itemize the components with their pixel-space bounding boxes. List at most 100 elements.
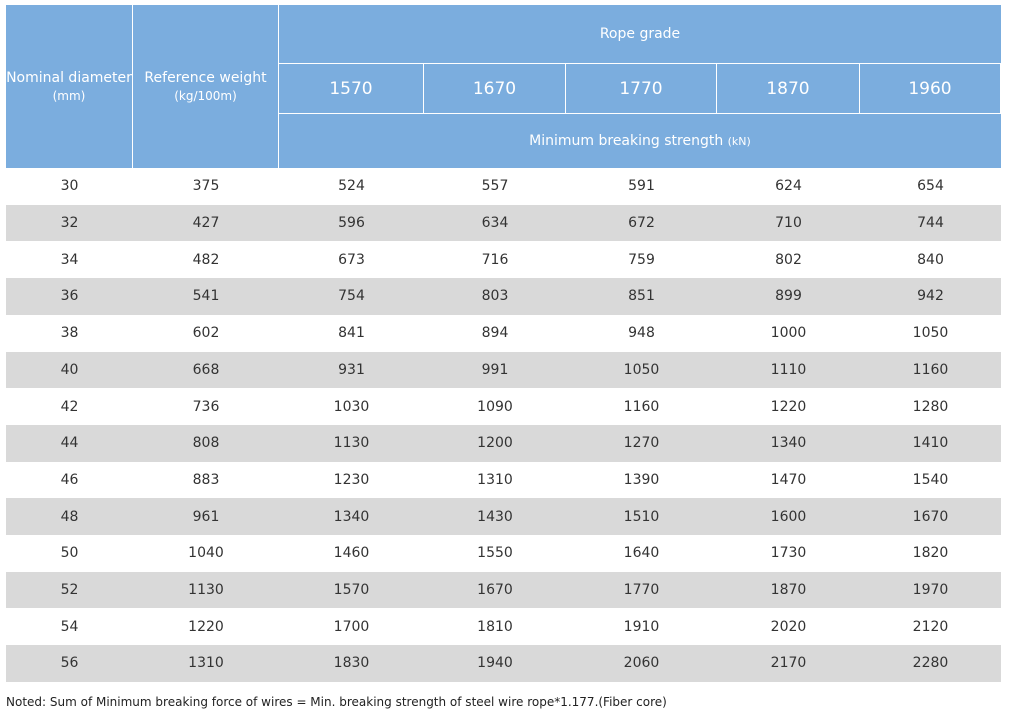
table-cell: 602 bbox=[192, 325, 220, 342]
table-cell: 1730 bbox=[770, 545, 807, 562]
table-cell: 56 bbox=[60, 655, 79, 672]
table-cell: 754 bbox=[338, 288, 365, 305]
table-cell: 1670 bbox=[477, 582, 513, 599]
table-cell: 744 bbox=[917, 215, 944, 232]
table-cell: 1160 bbox=[623, 398, 660, 415]
row-band bbox=[6, 388, 1001, 425]
table-cell: 375 bbox=[192, 178, 220, 195]
table-cell: 2170 bbox=[770, 655, 807, 672]
table-cell: 948 bbox=[628, 325, 655, 342]
table-cell: 36 bbox=[60, 288, 79, 305]
table-cell: 34 bbox=[60, 251, 79, 268]
table-cell: 1130 bbox=[188, 582, 224, 599]
row-band bbox=[6, 645, 1001, 682]
table-cell: 931 bbox=[338, 361, 365, 378]
strength-header: Minimum breaking strength (kN) bbox=[279, 114, 1001, 168]
table-cell: 50 bbox=[60, 545, 79, 562]
table-cell: 54 bbox=[60, 618, 79, 635]
table-cell: 1130 bbox=[333, 435, 370, 452]
table-cell: 42 bbox=[60, 398, 79, 415]
table-cell: 991 bbox=[481, 361, 509, 378]
table-cell: 1810 bbox=[477, 618, 513, 635]
table-cell: 1050 bbox=[623, 361, 660, 378]
row-band bbox=[6, 278, 1001, 315]
grade-label: 1770 bbox=[566, 64, 716, 113]
table-cell: 2060 bbox=[623, 655, 660, 672]
table-cell: 899 bbox=[775, 288, 802, 305]
table-cell: 1410 bbox=[912, 435, 949, 452]
table-cell: 38 bbox=[60, 325, 79, 342]
table-cell: 1570 bbox=[333, 582, 370, 599]
diameter-unit: (mm) bbox=[52, 89, 86, 103]
row-band bbox=[6, 608, 1001, 646]
table-cell: 961 bbox=[192, 508, 220, 525]
table-cell: 634 bbox=[481, 215, 509, 232]
table-cell: 48 bbox=[60, 508, 79, 525]
row-band bbox=[6, 498, 1001, 535]
table-cell: 1280 bbox=[912, 398, 949, 415]
table-cell: 591 bbox=[628, 178, 655, 195]
table-cell: 1200 bbox=[477, 435, 513, 452]
table-cell: 44 bbox=[60, 435, 79, 452]
table-cell: 1030 bbox=[333, 398, 370, 415]
table-cell: 1670 bbox=[912, 508, 949, 525]
row-band bbox=[6, 535, 1001, 572]
strength-unit: (kN) bbox=[727, 134, 751, 148]
rope-grade-header: Rope grade bbox=[279, 5, 1001, 63]
strength-label: Minimum breaking strength bbox=[529, 133, 724, 149]
table-cell: 1160 bbox=[912, 361, 949, 378]
table-cell: 2120 bbox=[912, 618, 949, 635]
table-cell: 673 bbox=[338, 251, 365, 268]
table-cell: 524 bbox=[338, 178, 365, 195]
table-cell: 1870 bbox=[770, 582, 807, 599]
table-cell: 1310 bbox=[188, 655, 224, 672]
table-cell: 1550 bbox=[477, 545, 513, 562]
table-cell: 1220 bbox=[188, 618, 224, 635]
grade-label: 1870 bbox=[717, 64, 859, 113]
rope-grade-label: Rope grade bbox=[599, 26, 681, 42]
table-cell: 802 bbox=[775, 251, 802, 268]
table-cell: 1040 bbox=[188, 545, 224, 562]
weight-header: Reference weight (kg/100m) bbox=[133, 5, 278, 168]
row-band bbox=[6, 168, 1001, 205]
table-cell: 710 bbox=[775, 215, 802, 232]
table-cell: 1340 bbox=[770, 435, 807, 452]
table-cell: 883 bbox=[192, 471, 220, 488]
table-cell: 1110 bbox=[770, 361, 807, 378]
table-cell: 1700 bbox=[333, 618, 370, 635]
table-cell: 46 bbox=[60, 471, 79, 488]
table-cell: 1600 bbox=[770, 508, 807, 525]
table-cell: 942 bbox=[917, 288, 944, 305]
table-cell: 1430 bbox=[477, 508, 513, 525]
table-cell: 557 bbox=[481, 178, 509, 195]
table-cell: 803 bbox=[481, 288, 509, 305]
grade-label: 1670 bbox=[424, 64, 565, 113]
row-band bbox=[6, 461, 1001, 499]
table-cell: 736 bbox=[192, 398, 220, 415]
table-cell: 1340 bbox=[333, 508, 370, 525]
table-cell: 1540 bbox=[912, 471, 949, 488]
row-band bbox=[6, 241, 1001, 279]
table-cell: 541 bbox=[192, 288, 220, 305]
table-cell: 482 bbox=[192, 251, 220, 268]
table-cell: 1050 bbox=[912, 325, 949, 342]
table-cell: 1770 bbox=[623, 582, 660, 599]
weight-label: Reference weight bbox=[144, 70, 267, 86]
table-cell: 851 bbox=[628, 288, 655, 305]
table-cell: 1000 bbox=[770, 325, 807, 342]
row-band bbox=[6, 424, 1001, 462]
table-cell: 654 bbox=[917, 178, 944, 195]
table-cell: 808 bbox=[192, 435, 220, 452]
table-cell: 1270 bbox=[623, 435, 660, 452]
table-cell: 1970 bbox=[912, 582, 949, 599]
row-band bbox=[6, 314, 1001, 352]
table-cell: 1310 bbox=[477, 471, 513, 488]
row-band bbox=[6, 351, 1001, 389]
footnote: Noted: Sum of Minimum breaking force of … bbox=[6, 695, 667, 709]
table-cell: 2280 bbox=[912, 655, 949, 672]
table-cell: 1220 bbox=[770, 398, 807, 415]
table-cell: 841 bbox=[338, 325, 365, 342]
table-cell: 52 bbox=[60, 582, 79, 599]
row-band bbox=[6, 204, 1001, 242]
table-cell: 30 bbox=[60, 178, 79, 195]
